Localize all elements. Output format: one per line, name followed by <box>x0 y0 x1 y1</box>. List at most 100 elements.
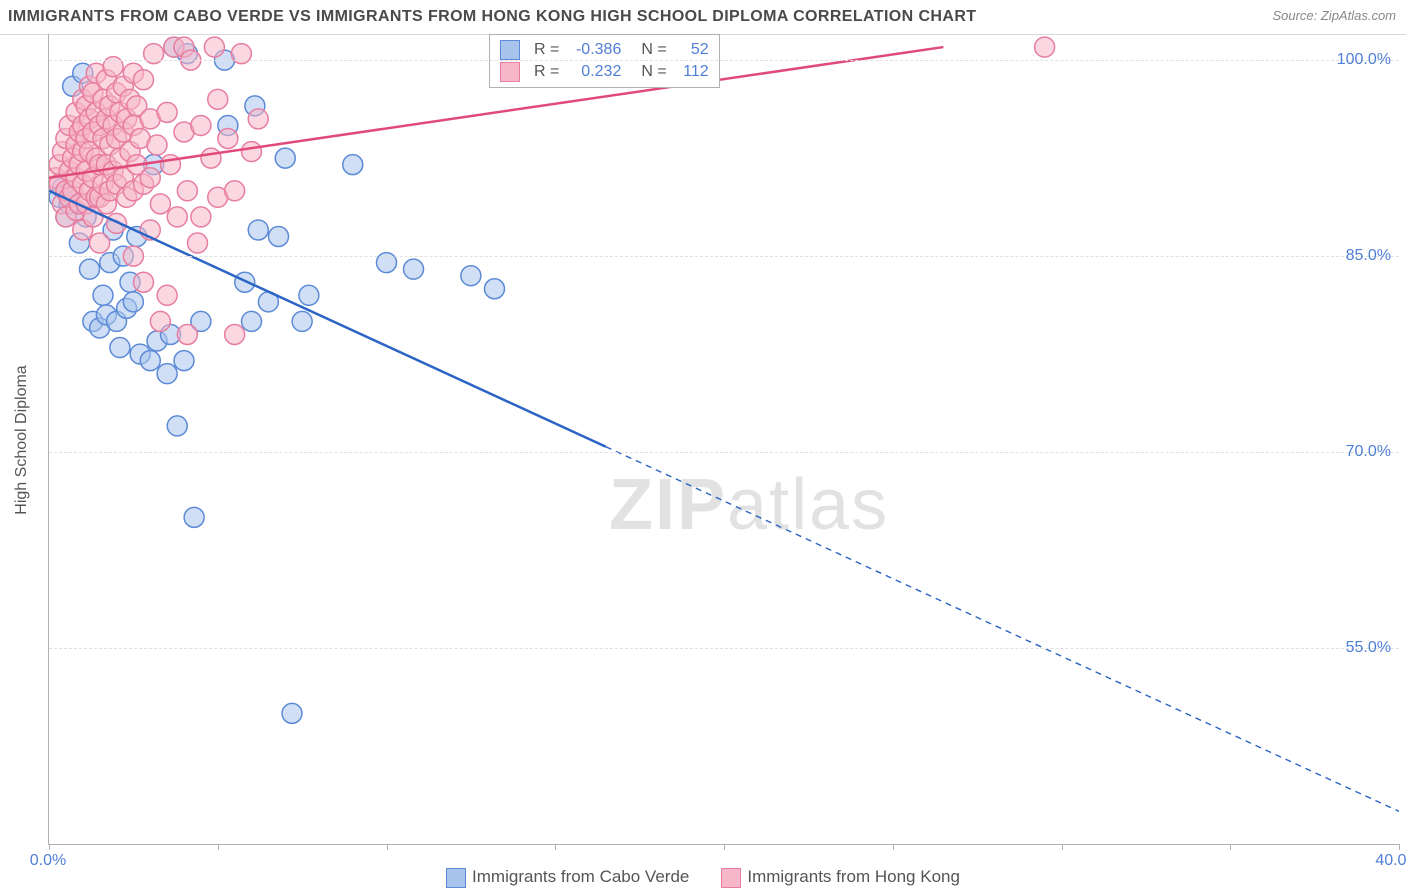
point-hong_kong <box>66 168 86 188</box>
point-hong_kong <box>83 168 103 188</box>
point-hong_kong <box>107 213 127 233</box>
x-tick <box>555 844 556 850</box>
point-cabo_verde <box>49 187 69 207</box>
point-hong_kong <box>86 148 106 168</box>
point-cabo_verde <box>53 178 73 198</box>
gridline <box>49 648 1399 649</box>
point-hong_kong <box>76 194 96 214</box>
point-hong_kong <box>123 63 143 83</box>
regression-lines <box>49 34 1399 844</box>
point-hong_kong <box>107 129 127 149</box>
point-cabo_verde <box>242 311 262 331</box>
point-cabo_verde <box>80 259 100 279</box>
point-hong_kong <box>242 142 262 162</box>
point-hong_kong <box>59 115 79 135</box>
point-cabo_verde <box>269 227 289 247</box>
point-hong_kong <box>49 155 69 175</box>
point-hong_kong <box>204 37 224 57</box>
point-hong_kong <box>73 174 93 194</box>
stat-r-value: -0.386 <box>567 41 621 59</box>
point-hong_kong <box>208 187 228 207</box>
point-hong_kong <box>120 142 140 162</box>
point-hong_kong <box>83 207 103 227</box>
point-hong_kong <box>150 194 170 214</box>
point-cabo_verde <box>258 292 278 312</box>
point-cabo_verde <box>248 220 268 240</box>
point-cabo_verde <box>282 703 302 723</box>
point-hong_kong <box>73 89 93 109</box>
point-cabo_verde <box>69 233 89 253</box>
point-cabo_verde <box>127 227 147 247</box>
point-cabo_verde <box>103 220 123 240</box>
point-hong_kong <box>208 89 228 109</box>
point-cabo_verde <box>191 311 211 331</box>
point-hong_kong <box>127 96 147 116</box>
point-hong_kong <box>53 142 73 162</box>
chart-header: IMMIGRANTS FROM CABO VERDE VS IMMIGRANTS… <box>0 0 1406 35</box>
point-hong_kong <box>174 37 194 57</box>
point-hong_kong <box>90 187 110 207</box>
point-hong_kong <box>188 233 208 253</box>
point-cabo_verde <box>275 148 295 168</box>
point-cabo_verde <box>59 194 79 214</box>
point-hong_kong <box>110 102 130 122</box>
point-hong_kong <box>69 194 89 214</box>
point-hong_kong <box>80 109 100 129</box>
point-hong_kong <box>1035 37 1055 57</box>
point-cabo_verde <box>147 331 167 351</box>
point-hong_kong <box>86 187 106 207</box>
point-hong_kong <box>59 187 79 207</box>
point-hong_kong <box>225 324 245 344</box>
point-hong_kong <box>86 102 106 122</box>
point-hong_kong <box>218 129 238 149</box>
regression-line-dashed-cabo_verde <box>606 447 1399 812</box>
point-hong_kong <box>110 148 130 168</box>
swatch-icon <box>500 40 520 60</box>
point-hong_kong <box>73 220 93 240</box>
legend-item: Immigrants from Cabo Verde <box>446 867 689 888</box>
point-cabo_verde <box>96 305 116 325</box>
gridline <box>49 452 1399 453</box>
point-hong_kong <box>164 37 184 57</box>
plot-area: ZIPatlas R =-0.386N =52R =0.232N =112 55… <box>48 34 1399 845</box>
y-tick-label: 70.0% <box>1346 443 1391 461</box>
point-hong_kong <box>56 181 76 201</box>
point-hong_kong <box>76 96 96 116</box>
point-hong_kong <box>56 207 76 227</box>
stat-r-value: 0.232 <box>567 63 621 81</box>
legend-label: Immigrants from Cabo Verde <box>472 867 689 886</box>
point-hong_kong <box>80 76 100 96</box>
point-hong_kong <box>117 109 137 129</box>
point-hong_kong <box>69 155 89 175</box>
point-hong_kong <box>90 233 110 253</box>
point-cabo_verde <box>235 272 255 292</box>
point-cabo_verde <box>56 207 76 227</box>
point-cabo_verde <box>93 285 113 305</box>
point-hong_kong <box>80 181 100 201</box>
y-tick-label: 100.0% <box>1337 51 1391 69</box>
point-cabo_verde <box>107 311 127 331</box>
point-hong_kong <box>100 181 120 201</box>
x-tick-label: 40.0% <box>1375 852 1406 870</box>
stat-n-value: 52 <box>675 41 709 59</box>
point-cabo_verde <box>461 266 481 286</box>
point-hong_kong <box>83 83 103 103</box>
point-hong_kong <box>113 168 133 188</box>
gridline <box>49 256 1399 257</box>
point-hong_kong <box>66 135 86 155</box>
point-cabo_verde <box>161 324 181 344</box>
point-cabo_verde <box>120 272 140 292</box>
point-hong_kong <box>100 135 120 155</box>
swatch-icon <box>500 62 520 82</box>
stats-row-cabo_verde: R =-0.386N =52 <box>500 39 709 61</box>
point-hong_kong <box>134 272 154 292</box>
swatch-icon <box>721 868 741 888</box>
point-hong_kong <box>201 148 221 168</box>
point-cabo_verde <box>174 351 194 371</box>
point-cabo_verde <box>140 351 160 371</box>
regression-line-cabo_verde <box>49 191 606 447</box>
y-tick-label: 85.0% <box>1346 247 1391 265</box>
scatter-points <box>49 34 1399 844</box>
point-hong_kong <box>103 115 123 135</box>
point-hong_kong <box>56 129 76 149</box>
